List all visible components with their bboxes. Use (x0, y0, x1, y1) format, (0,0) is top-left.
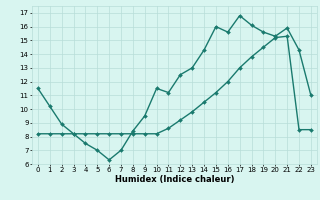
X-axis label: Humidex (Indice chaleur): Humidex (Indice chaleur) (115, 175, 234, 184)
